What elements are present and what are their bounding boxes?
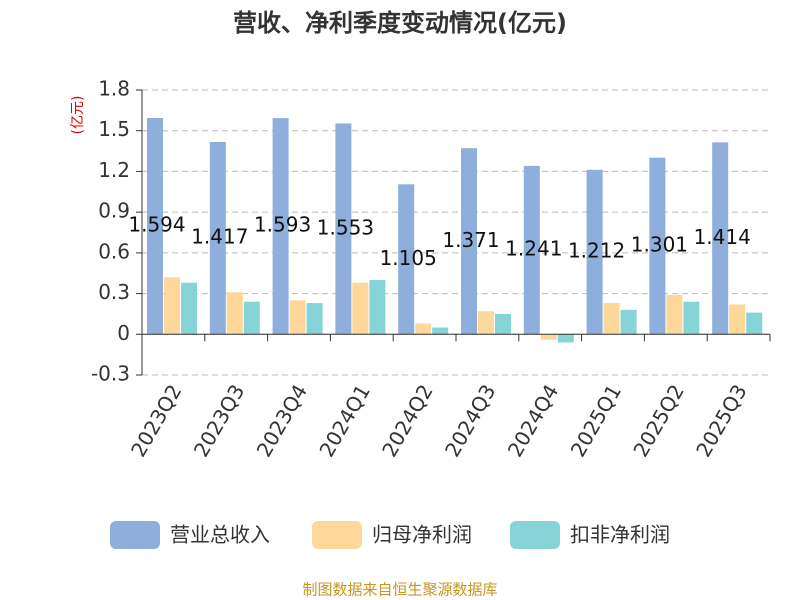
bar xyxy=(352,282,369,335)
x-tick-label: 2023Q3 xyxy=(189,380,249,461)
bar xyxy=(164,277,180,335)
data-label: 1.241 xyxy=(505,237,562,261)
y-tick-label: 1.2 xyxy=(98,158,130,182)
source: 制图数据来自恒生聚源数据库 xyxy=(302,581,497,599)
bar xyxy=(306,303,323,335)
bar xyxy=(147,117,163,335)
x-tick-label: 2024Q2 xyxy=(377,380,437,461)
data-label: 1.414 xyxy=(694,225,751,249)
bar xyxy=(209,141,226,335)
y-tick-label: 1.5 xyxy=(98,117,130,141)
bar xyxy=(586,169,603,335)
bar xyxy=(478,311,494,335)
bar xyxy=(495,313,511,335)
legend-swatch xyxy=(110,521,160,549)
data-label: 1.301 xyxy=(631,233,688,257)
bar xyxy=(181,282,197,335)
data-label: 1.417 xyxy=(191,225,248,249)
bar xyxy=(729,304,746,335)
y-unit: (亿元) xyxy=(70,96,86,135)
chart-title: 营收、净利季度变动情况(亿元) xyxy=(233,9,567,37)
x-tick-label: 2023Q4 xyxy=(252,380,312,461)
x-tick-label: 2025Q3 xyxy=(691,380,751,461)
x-tick-label: 2025Q1 xyxy=(566,380,626,461)
y-tick-label: 0 xyxy=(117,321,130,345)
bar xyxy=(272,118,289,335)
x-tick-label: 2024Q3 xyxy=(440,380,500,461)
legend-label: 营业总收入 xyxy=(170,523,270,547)
bar xyxy=(432,327,449,335)
x-tick-label: 2024Q1 xyxy=(314,380,374,461)
bar xyxy=(243,301,260,335)
bar xyxy=(746,312,763,335)
data-label: 1.593 xyxy=(254,213,311,237)
bar xyxy=(603,303,620,335)
bar xyxy=(398,184,415,335)
x-tick-label: 2023Q2 xyxy=(126,380,186,461)
y-tick-label: 0.3 xyxy=(98,280,130,304)
bar xyxy=(523,165,540,335)
bar xyxy=(335,123,352,335)
legend-swatch xyxy=(510,521,560,549)
bar xyxy=(712,142,729,335)
y-tick-label: 0.9 xyxy=(98,199,130,223)
bar xyxy=(683,301,700,335)
bar xyxy=(369,280,386,335)
bar xyxy=(557,334,574,343)
bar xyxy=(649,157,666,335)
x-tick-label: 2025Q2 xyxy=(628,380,688,461)
bar xyxy=(461,148,477,335)
y-tick-label: 1.8 xyxy=(98,77,130,101)
data-label: 1.553 xyxy=(317,215,374,239)
data-label: 1.105 xyxy=(380,246,437,270)
legend-label: 扣非净利润 xyxy=(570,523,670,547)
bar xyxy=(666,294,683,335)
bar xyxy=(620,309,637,335)
bar xyxy=(289,300,306,335)
y-tick-label: 0.6 xyxy=(98,239,130,263)
data-label: 1.594 xyxy=(128,213,185,237)
y-tick-label: -0.3 xyxy=(91,362,130,386)
data-label: 1.371 xyxy=(442,228,499,252)
bar xyxy=(226,292,243,335)
bar xyxy=(415,323,432,335)
x-tick-label: 2024Q4 xyxy=(503,380,563,461)
legend-swatch xyxy=(312,521,362,549)
legend-label: 归母净利润 xyxy=(372,523,472,547)
data-label: 1.212 xyxy=(568,239,625,263)
bar xyxy=(540,334,557,340)
